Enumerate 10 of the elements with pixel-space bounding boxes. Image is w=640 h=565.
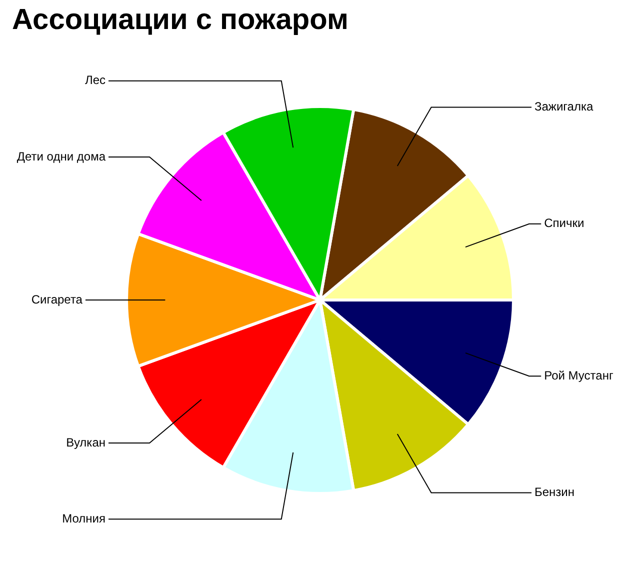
slice-label: Сигарета (31, 292, 83, 306)
slice-label: Молния (62, 511, 106, 526)
slice-label: Спички (544, 216, 584, 230)
slice-label: Вулкан (66, 435, 106, 450)
slice-label: Лес (84, 73, 106, 88)
slice-label: Дети одни дома (16, 149, 106, 164)
slice-label: Зажигалка (534, 100, 594, 114)
chart-title: Ассоциации с пожаром (12, 4, 348, 37)
slice-label: Бензин (534, 485, 575, 500)
slice-label: Рой Мустанг (544, 368, 614, 382)
